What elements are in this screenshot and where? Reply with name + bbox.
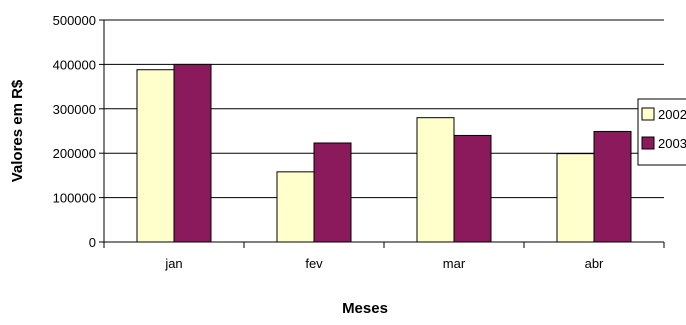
y-tick-label: 200000: [53, 146, 96, 161]
x-tick-label: fev: [305, 256, 323, 271]
legend-swatch: [641, 107, 655, 121]
bar-2002-fev: [276, 171, 315, 243]
y-tick-label: 300000: [53, 102, 96, 117]
bar-2002-abr: [556, 153, 595, 243]
x-tick-label: jan: [164, 256, 182, 271]
y-tick-label: 400000: [53, 57, 96, 72]
y-tick-label: 0: [89, 235, 96, 250]
legend: 2002 2003: [637, 98, 686, 166]
y-tick-label: 100000: [53, 191, 96, 206]
y-tick-label: 500000: [53, 13, 96, 28]
y-axis-title: Valores em R$: [9, 79, 26, 182]
x-axis-title: Meses: [342, 300, 388, 317]
legend-swatch: [641, 136, 655, 150]
x-tick-label: abr: [585, 256, 604, 271]
axes: [99, 19, 665, 248]
tick-labels: 0 100000 200000 300000 400000 500000 jan fev mar…: [53, 13, 604, 271]
legend-label: 2003: [658, 136, 686, 151]
bar-2003-jan: [173, 63, 212, 243]
bar-2003-abr: [593, 130, 632, 243]
bar-2003-fev: [313, 142, 352, 243]
bar-2003-mar: [453, 134, 492, 243]
bar-2002-mar: [416, 117, 455, 243]
legend-label: 2002: [658, 107, 686, 122]
x-tick-label: mar: [443, 256, 466, 271]
bar-2002-jan: [136, 69, 175, 243]
bars: [136, 63, 632, 243]
